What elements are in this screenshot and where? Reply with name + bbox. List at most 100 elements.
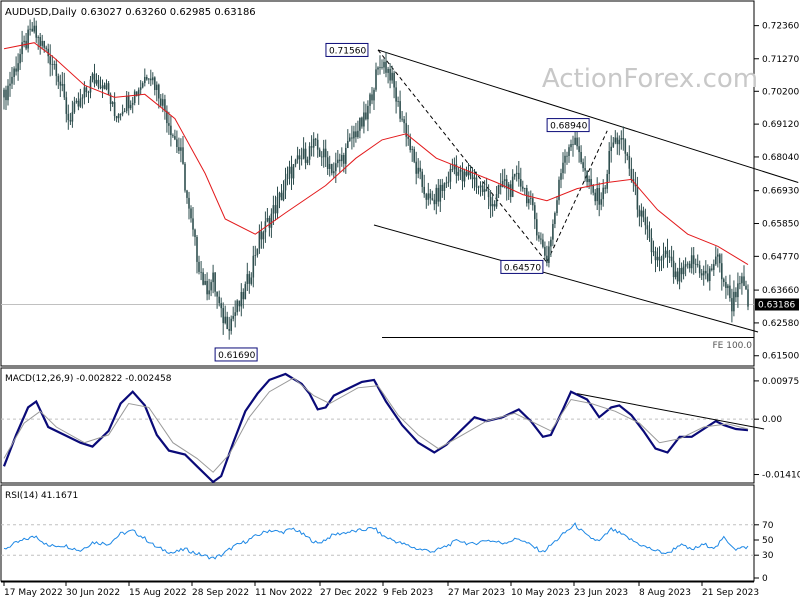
price-bar-body: [144, 77, 146, 84]
price-bar-body: [658, 256, 661, 261]
price-bar-body: [248, 274, 251, 284]
price-bar-body: [550, 239, 552, 247]
current-price-box: [755, 298, 799, 311]
price-bar-body: [413, 149, 415, 162]
rsi-panel-title: RSI(14) 41.1671: [5, 491, 78, 501]
price-bar-body: [262, 232, 265, 240]
rsi-tick-label: 50: [762, 536, 774, 546]
price-bar-body: [602, 187, 604, 200]
price-bar-body: [194, 229, 196, 237]
price-bar-body: [715, 256, 717, 265]
price-bar-body: [208, 290, 210, 295]
price-bar-body: [250, 277, 253, 284]
price-bar-body: [590, 179, 592, 186]
price-bar-body: [246, 274, 249, 284]
price-bar-body: [158, 84, 160, 99]
price-bar-body: [511, 176, 514, 197]
price-bar-body: [616, 137, 619, 145]
price-tick-label: 0.70200: [762, 87, 799, 97]
macd-tick-label: 0.00: [762, 415, 782, 425]
price-bar-body: [391, 72, 393, 81]
macd-trendline: [576, 393, 765, 430]
price-label-text: 0.71560: [329, 46, 366, 56]
price-bar-body: [152, 77, 154, 81]
price-bar-body: [387, 68, 389, 73]
price-bar-body: [692, 255, 695, 264]
price-bar-body: [729, 285, 731, 299]
price-bar-body: [548, 246, 550, 263]
price-bar-body: [160, 98, 162, 106]
price-bar-body: [184, 163, 186, 191]
price-bar-body: [123, 111, 126, 112]
price-bar-body: [739, 283, 741, 285]
price-bar-body: [719, 254, 721, 264]
price-panel-frame: [0, 0, 755, 367]
price-bar-body: [489, 197, 492, 207]
price-bar-body: [324, 148, 327, 158]
rsi-axis: 70 50 30 0: [754, 521, 774, 584]
price-label-text: 0.64570: [504, 263, 541, 273]
price-bar-body: [55, 64, 58, 77]
price-bar-body: [696, 264, 699, 266]
rsi-series: [3, 522, 749, 560]
price-bar-body: [276, 197, 279, 214]
price-bar-body: [13, 68, 15, 77]
price-bar-body: [375, 69, 377, 90]
macd-signal-line: [3, 377, 749, 473]
price-bar-body: [371, 94, 373, 101]
price-bar-body: [254, 255, 257, 256]
price-bar-body: [596, 188, 598, 202]
price-bar-body: [139, 87, 142, 90]
price-bar-body: [322, 148, 325, 158]
price-bar-body: [345, 148, 347, 164]
price-bar-body: [7, 85, 9, 101]
price-bar-body: [453, 164, 456, 170]
price-bar-body: [471, 175, 474, 180]
price-bar-body: [69, 120, 72, 122]
price-label-box: [214, 347, 258, 362]
macd-tick-label: -0.014107: [762, 471, 800, 481]
price-tick-label: 0.65850: [762, 220, 799, 230]
price-bar-body: [524, 188, 526, 189]
price-tick-label: 0.64770: [762, 252, 799, 262]
price-bar-body: [137, 89, 140, 96]
price-bar-body: [67, 113, 70, 121]
price-bar-body: [624, 139, 627, 154]
price-bar-body: [457, 171, 460, 176]
price-bar-body: [668, 256, 671, 258]
price-bar-body: [554, 213, 556, 224]
time-tick-label: 28 Sep 2022: [192, 588, 249, 598]
price-bar-body: [389, 68, 391, 81]
price-bar-body: [156, 84, 158, 90]
price-bar-body: [437, 187, 440, 202]
price-bar-body: [540, 238, 542, 240]
price-bar-body: [656, 256, 659, 261]
price-tick-label: 0.62580: [762, 319, 799, 329]
price-bar-body: [113, 102, 116, 117]
price-bar-body: [47, 48, 49, 57]
price-tick-label: 0.71270: [762, 55, 799, 65]
price-bar-body: [572, 144, 574, 145]
price-bar-body: [23, 40, 25, 43]
price-bar-body: [467, 170, 470, 176]
price-bar-body: [463, 171, 466, 182]
price-bar-body: [308, 146, 311, 160]
price-bar-body: [475, 177, 478, 188]
price-bar-body: [232, 316, 234, 319]
price-bar-body: [59, 81, 62, 86]
price-bar-body: [280, 192, 283, 201]
price-bar-body: [745, 285, 747, 290]
fe-annotation: FE 100.0: [713, 341, 753, 351]
price-bar-body: [451, 169, 454, 170]
price-bar-body: [196, 237, 198, 262]
price-bar-body: [150, 78, 152, 81]
price-bar-body: [312, 138, 315, 148]
price-bar-body: [479, 185, 482, 188]
price-bar-body: [115, 116, 118, 119]
price-bar-body: [626, 153, 629, 156]
rsi-tick-label: 30: [762, 551, 774, 561]
price-bar-body: [552, 224, 554, 240]
price-bar-body: [298, 155, 301, 159]
price-bar-body: [682, 266, 685, 275]
price-bar-body: [337, 159, 339, 164]
